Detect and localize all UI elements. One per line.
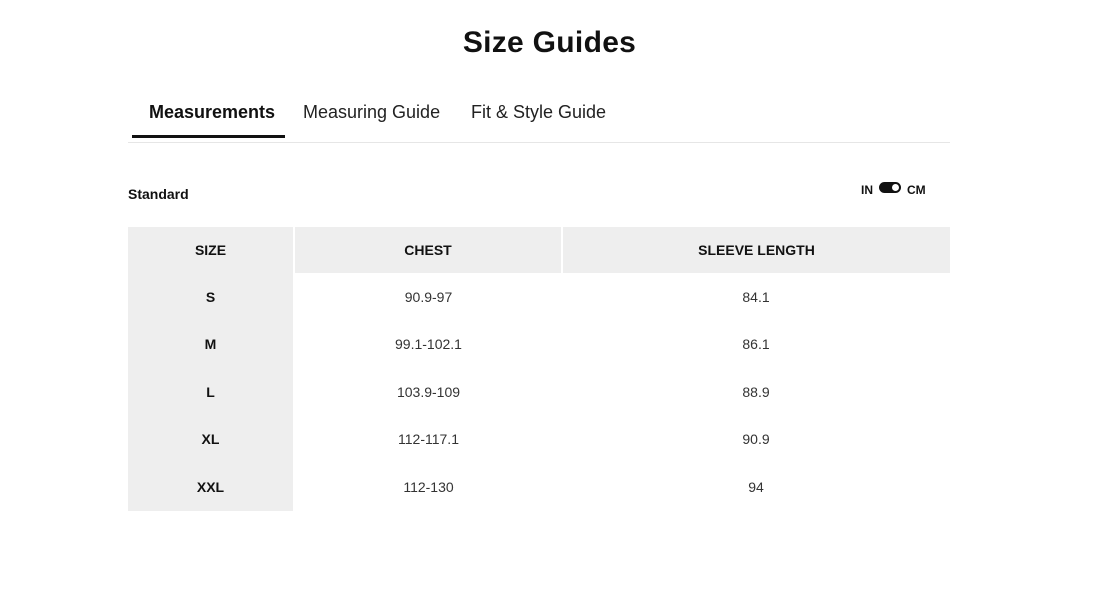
cell-chest: 112-117.1 — [398, 431, 459, 448]
cell-sleeve-length: 94 — [748, 478, 764, 495]
active-tab-indicator — [132, 135, 285, 138]
unit-switch[interactable]: IN CM — [861, 181, 926, 197]
unit-cm-label: CM — [907, 183, 926, 197]
cell-size: S — [128, 273, 295, 321]
cell-sleeve-length: 88.9 — [742, 383, 770, 400]
cell-chest: 99.1-102.1 — [395, 336, 462, 353]
section-label: Standard — [128, 186, 189, 202]
table-row: M 99.1-102.1 86.1 — [128, 320, 950, 368]
tab-fit-style-guide[interactable]: Fit & Style Guide — [471, 102, 607, 122]
table-row: S 90.9-97 84.1 — [128, 273, 950, 321]
cell-chest: 112-130 — [403, 478, 454, 495]
cell-sleeve-length: 84.1 — [742, 288, 770, 305]
header-size: SIZE — [128, 227, 295, 273]
cell-chest: 103.9-109 — [396, 383, 461, 400]
cell-chest: 90.9-97 — [404, 288, 453, 305]
cell-size: L — [128, 368, 295, 416]
page-title: Size Guides — [462, 26, 637, 59]
cell-size: M — [128, 320, 295, 368]
cell-size: XL — [128, 415, 295, 463]
table-header-row: SIZE CHEST SLEEVE LENGTH — [128, 227, 950, 273]
tab-measuring-guide[interactable]: Measuring Guide — [303, 102, 441, 122]
header-sleeve-length: SLEEVE LENGTH — [562, 227, 950, 273]
size-table: SIZE CHEST SLEEVE LENGTH S 90.9-97 84.1 M 99… — [128, 227, 950, 511]
cell-size: XXL — [128, 463, 295, 511]
unit-in-label: IN — [861, 183, 873, 197]
cell-sleeve-length: 90.9 — [742, 431, 770, 448]
tab-bar: Measurements Measuring Guide Fit & Style… — [128, 100, 950, 143]
tab-measurements[interactable]: Measurements — [149, 102, 276, 122]
cell-sleeve-length: 86.1 — [742, 336, 770, 353]
unit-toggle[interactable] — [879, 181, 901, 193]
header-chest: CHEST — [294, 227, 563, 273]
table-row: L 103.9-109 88.9 — [128, 368, 950, 416]
table-row: XL 112-117.1 90.9 — [128, 415, 950, 463]
table-row: XXL 112-130 94 — [128, 463, 950, 511]
